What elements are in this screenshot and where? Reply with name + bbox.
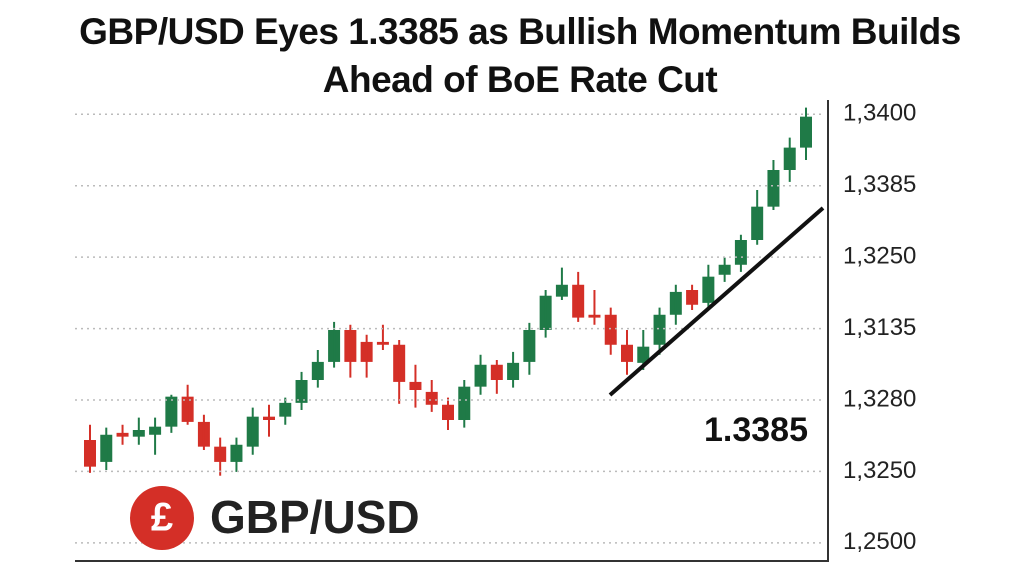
badge-symbol: £	[151, 496, 173, 540]
chart-title: GBP/USD Eyes 1.3385 as Bullish Momentum …	[79, 11, 961, 100]
y-tick-label: 1,3385	[843, 171, 916, 198]
y-tick-label: 1,3280	[843, 385, 916, 412]
y-tick-label: 1,3135	[843, 314, 916, 341]
pound-badge	[130, 486, 194, 550]
badge-label: GBP/USD	[210, 491, 420, 543]
annotation: 1.3385	[704, 411, 808, 449]
y-tick-label: 1,3250	[843, 457, 916, 484]
y-tick-label: 1,3250	[843, 242, 916, 269]
y-tick-label: 1,2500	[843, 528, 916, 555]
y-tick-label: 1,3400	[843, 100, 916, 127]
trend-line	[608, 206, 825, 397]
